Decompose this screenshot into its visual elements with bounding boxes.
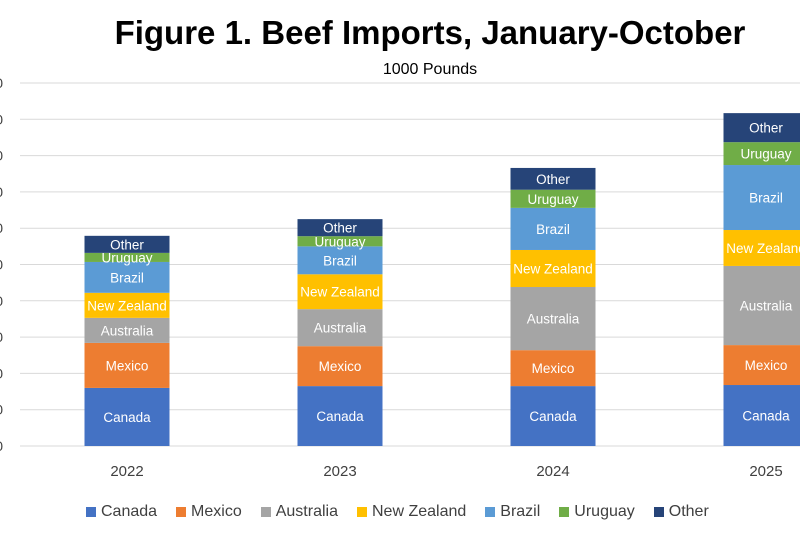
y-tick-label: 0	[0, 293, 3, 309]
bar-segment-canada	[84, 387, 170, 446]
legend-item: Canada	[86, 503, 157, 521]
legend-swatch	[356, 507, 367, 517]
data-label: Brazil	[749, 191, 783, 206]
bar-segment-other	[510, 167, 596, 190]
legend-item: Uruguay	[559, 503, 635, 521]
data-label: Australia	[101, 323, 154, 338]
x-tick-label: 2023	[323, 463, 356, 480]
bar-segment-brazil	[510, 207, 596, 250]
bar-segment-canada	[723, 385, 800, 446]
data-label: Canada	[103, 410, 151, 425]
bar-segment-new-zealand	[297, 274, 383, 310]
bar-segment-new-zealand	[84, 292, 170, 318]
bar-segment-uruguay	[723, 142, 800, 166]
y-tick-label: 0	[0, 365, 3, 381]
data-label: Australia	[314, 321, 367, 336]
y-tick-label: 0	[0, 402, 3, 418]
y-tick-label: 0	[0, 257, 3, 273]
data-label: Brazil	[110, 270, 144, 285]
bar-segment-uruguay	[297, 236, 383, 247]
data-label: Mexico	[106, 358, 149, 373]
y-tick-label: 0	[0, 111, 3, 127]
data-label: Uruguay	[101, 250, 152, 265]
data-label: Uruguay	[314, 234, 365, 249]
data-label: Uruguay	[740, 147, 791, 162]
legend-label: Mexico	[191, 503, 242, 520]
bar-segment-uruguay	[84, 252, 170, 262]
y-tick-label: 0	[0, 329, 3, 345]
data-label: Other	[110, 237, 144, 252]
bar-segment-canada	[510, 386, 596, 446]
data-label: New Zealand	[87, 298, 167, 313]
bar-segment-mexico	[510, 350, 596, 387]
bar-segment-brazil	[723, 165, 800, 231]
bar-segment-other	[723, 113, 800, 143]
bar-segment-australia	[297, 309, 383, 347]
legend-swatch	[176, 507, 187, 517]
data-label: Mexico	[532, 361, 575, 376]
data-label: Brazil	[536, 222, 570, 237]
legend-label: New Zealand	[371, 503, 467, 520]
legend-swatch	[559, 507, 570, 517]
bar-segment-other	[84, 235, 170, 253]
y-tick-label: 0	[0, 75, 3, 91]
legend-label: Other	[668, 503, 709, 520]
bar-segment-other	[297, 219, 383, 237]
bar-segment-uruguay	[510, 189, 596, 208]
chart-title: Figure 1. Beef Imports, January-October	[114, 14, 746, 51]
legend-label: Australia	[275, 503, 338, 520]
y-tick-label: 0	[0, 220, 3, 236]
data-label: Uruguay	[527, 192, 578, 207]
legend-swatch	[260, 507, 271, 517]
legend: Canada Mexico Australia New Zealand Brazil Ur…	[86, 503, 728, 521]
bar-segment-mexico	[84, 342, 170, 388]
x-tick-label: 2022	[110, 463, 143, 480]
data-label: Canada	[529, 409, 577, 424]
x-tick-label: 2024	[536, 463, 569, 480]
y-tick-label: 0	[0, 148, 3, 164]
data-label: Other	[749, 121, 783, 136]
bar-segment-mexico	[723, 345, 800, 386]
bar-segment-canada	[297, 386, 383, 446]
legend-item: Other	[653, 503, 709, 521]
legend-item: New Zealand	[356, 503, 467, 521]
legend-label: Uruguay	[574, 503, 635, 520]
data-label: Canada	[316, 409, 364, 424]
data-label: New Zealand	[300, 285, 380, 300]
bar-segment-brazil	[297, 246, 383, 275]
legend-label: Brazil	[500, 503, 541, 520]
data-label: New Zealand	[513, 261, 593, 276]
data-label: Other	[536, 172, 570, 187]
data-label: Mexico	[319, 359, 362, 374]
legend-item: Australia	[260, 503, 338, 521]
chart-subtitle: 1000 Pounds	[382, 61, 478, 78]
bar-segment-new-zealand	[723, 230, 800, 266]
data-label: Mexico	[745, 358, 788, 373]
y-tick-label: 0	[0, 438, 3, 454]
data-label: Other	[323, 221, 357, 236]
data-label: Canada	[742, 409, 790, 424]
bar-segment-new-zealand	[510, 249, 596, 288]
bar-segment-mexico	[297, 346, 383, 387]
data-label: New Zealand	[726, 241, 800, 256]
bar-segment-australia	[723, 265, 800, 346]
x-tick-label: 2025	[749, 463, 782, 480]
data-label: Australia	[740, 299, 793, 314]
legend-swatch	[653, 507, 664, 517]
bar-segment-australia	[84, 317, 170, 343]
legend-swatch	[485, 507, 496, 517]
data-label: Australia	[527, 312, 580, 327]
bar-segment-brazil	[84, 261, 170, 293]
legend-item: Brazil	[485, 503, 540, 521]
legend-item: Mexico	[176, 503, 242, 521]
legend-label: Canada	[101, 503, 158, 520]
data-label: Brazil	[323, 253, 357, 268]
bar-segment-australia	[510, 287, 596, 351]
y-tick-label: 0	[0, 184, 3, 200]
legend-swatch	[86, 507, 96, 517]
